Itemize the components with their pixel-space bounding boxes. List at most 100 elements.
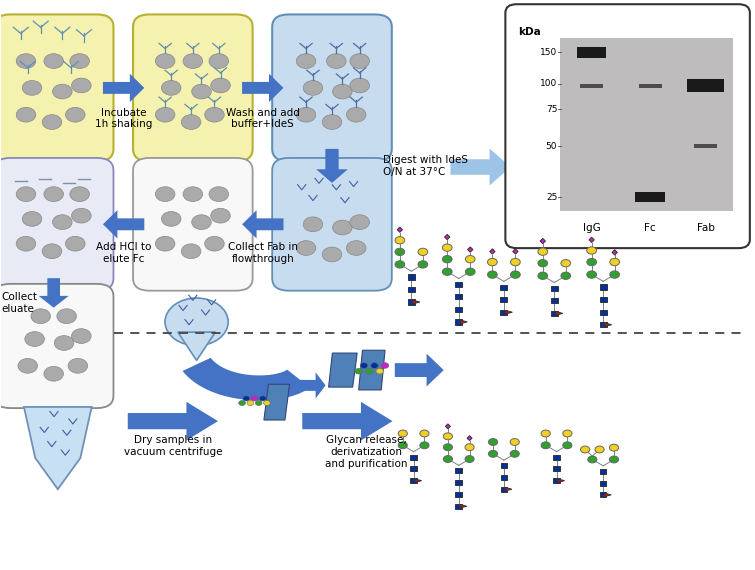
- Circle shape: [205, 107, 224, 122]
- FancyBboxPatch shape: [0, 14, 113, 161]
- Circle shape: [211, 208, 230, 223]
- Bar: [408, 299, 414, 305]
- Polygon shape: [39, 278, 69, 308]
- FancyBboxPatch shape: [133, 158, 253, 291]
- Circle shape: [562, 430, 572, 437]
- Polygon shape: [302, 402, 393, 441]
- Circle shape: [587, 258, 596, 266]
- Polygon shape: [128, 402, 218, 441]
- Polygon shape: [589, 237, 594, 242]
- Polygon shape: [445, 234, 450, 239]
- FancyBboxPatch shape: [273, 158, 392, 291]
- FancyBboxPatch shape: [505, 4, 750, 248]
- Bar: [600, 481, 606, 486]
- Circle shape: [16, 107, 35, 122]
- Text: Wash and add
buffer+IdeS: Wash and add buffer+IdeS: [226, 108, 300, 129]
- Text: Digest with IdeS
O/N at 37°C: Digest with IdeS O/N at 37°C: [383, 155, 468, 177]
- Polygon shape: [460, 320, 467, 324]
- Text: Add HCl to
elute Fc: Add HCl to elute Fc: [96, 242, 151, 264]
- Circle shape: [398, 442, 408, 449]
- Circle shape: [66, 107, 85, 122]
- Circle shape: [333, 84, 352, 99]
- Polygon shape: [505, 487, 512, 491]
- Polygon shape: [103, 74, 144, 102]
- Circle shape: [442, 255, 452, 263]
- Circle shape: [587, 271, 596, 278]
- Circle shape: [443, 433, 452, 440]
- Circle shape: [53, 215, 72, 230]
- Polygon shape: [540, 238, 545, 243]
- Circle shape: [395, 260, 405, 268]
- Text: Collect Fab in
flowthrough: Collect Fab in flowthrough: [228, 242, 297, 264]
- Circle shape: [510, 450, 519, 457]
- Circle shape: [181, 244, 201, 259]
- Circle shape: [42, 244, 62, 259]
- Circle shape: [304, 80, 322, 95]
- Circle shape: [44, 367, 63, 381]
- Circle shape: [418, 248, 428, 255]
- Circle shape: [304, 217, 322, 231]
- Bar: [501, 475, 507, 480]
- Bar: [501, 284, 507, 290]
- Circle shape: [562, 442, 572, 449]
- Text: 150: 150: [540, 48, 557, 57]
- Circle shape: [347, 241, 366, 255]
- Polygon shape: [605, 493, 611, 496]
- Polygon shape: [451, 149, 510, 185]
- Circle shape: [587, 456, 597, 463]
- Circle shape: [156, 54, 175, 68]
- FancyBboxPatch shape: [0, 284, 113, 408]
- Circle shape: [263, 401, 270, 405]
- Circle shape: [205, 237, 224, 251]
- Circle shape: [609, 456, 618, 463]
- Circle shape: [488, 258, 498, 266]
- Bar: [550, 311, 558, 316]
- Polygon shape: [556, 311, 562, 315]
- Circle shape: [488, 438, 498, 446]
- Circle shape: [395, 237, 405, 244]
- Circle shape: [31, 309, 51, 324]
- Bar: [577, 47, 606, 58]
- Polygon shape: [558, 479, 565, 482]
- Circle shape: [251, 396, 258, 401]
- Polygon shape: [612, 250, 618, 255]
- FancyBboxPatch shape: [273, 14, 392, 161]
- Circle shape: [347, 107, 366, 122]
- Bar: [553, 478, 560, 483]
- Circle shape: [561, 272, 571, 279]
- Circle shape: [16, 187, 35, 202]
- Text: 25: 25: [546, 193, 557, 202]
- Circle shape: [296, 241, 316, 255]
- Circle shape: [162, 211, 181, 226]
- Circle shape: [181, 115, 201, 129]
- Bar: [501, 297, 507, 302]
- Bar: [455, 319, 462, 324]
- Circle shape: [465, 455, 474, 462]
- Polygon shape: [467, 435, 472, 441]
- Bar: [410, 478, 417, 483]
- Circle shape: [418, 260, 428, 268]
- Circle shape: [44, 54, 63, 68]
- FancyBboxPatch shape: [0, 158, 113, 291]
- Circle shape: [510, 438, 519, 446]
- Bar: [553, 466, 560, 471]
- Circle shape: [488, 271, 498, 278]
- Text: kDa: kDa: [518, 27, 541, 38]
- Polygon shape: [445, 424, 451, 429]
- Bar: [599, 297, 607, 302]
- Circle shape: [322, 115, 342, 129]
- Circle shape: [587, 247, 596, 254]
- Polygon shape: [395, 353, 444, 386]
- Polygon shape: [467, 247, 473, 252]
- Circle shape: [209, 54, 229, 68]
- Circle shape: [156, 187, 175, 202]
- Circle shape: [44, 187, 63, 202]
- Text: Glycan release,
derivatization
and purification: Glycan release, derivatization and purif…: [325, 435, 408, 469]
- Polygon shape: [359, 350, 385, 390]
- Bar: [599, 322, 607, 327]
- Circle shape: [541, 430, 550, 437]
- Circle shape: [16, 237, 35, 251]
- Circle shape: [350, 78, 369, 93]
- Circle shape: [296, 54, 316, 68]
- Text: Collect
eluate: Collect eluate: [2, 292, 38, 314]
